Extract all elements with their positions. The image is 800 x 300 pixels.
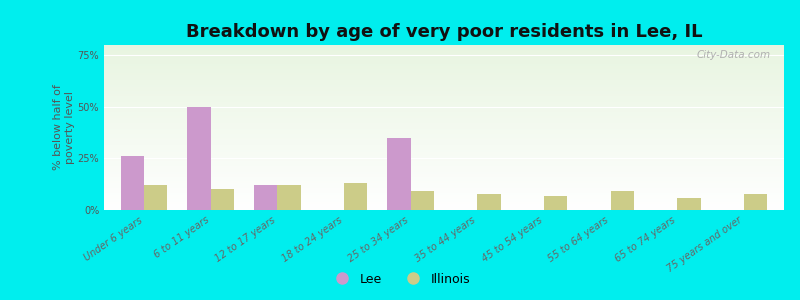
Bar <box>144 185 167 210</box>
Bar <box>210 189 234 210</box>
Bar <box>344 183 367 210</box>
Bar <box>744 194 767 210</box>
Bar <box>610 191 634 210</box>
Bar <box>478 194 501 210</box>
Bar <box>544 196 567 210</box>
Text: City-Data.com: City-Data.com <box>696 50 770 60</box>
Title: Breakdown by age of very poor residents in Lee, IL: Breakdown by age of very poor residents … <box>186 23 702 41</box>
Bar <box>121 156 144 210</box>
Legend: Lee, Illinois: Lee, Illinois <box>325 268 475 291</box>
Bar <box>410 191 434 210</box>
Bar <box>254 185 278 210</box>
Bar <box>678 198 701 210</box>
Bar <box>387 138 410 210</box>
Bar <box>278 185 301 210</box>
Y-axis label: % below half of
poverty level: % below half of poverty level <box>53 85 74 170</box>
Bar <box>187 107 210 210</box>
